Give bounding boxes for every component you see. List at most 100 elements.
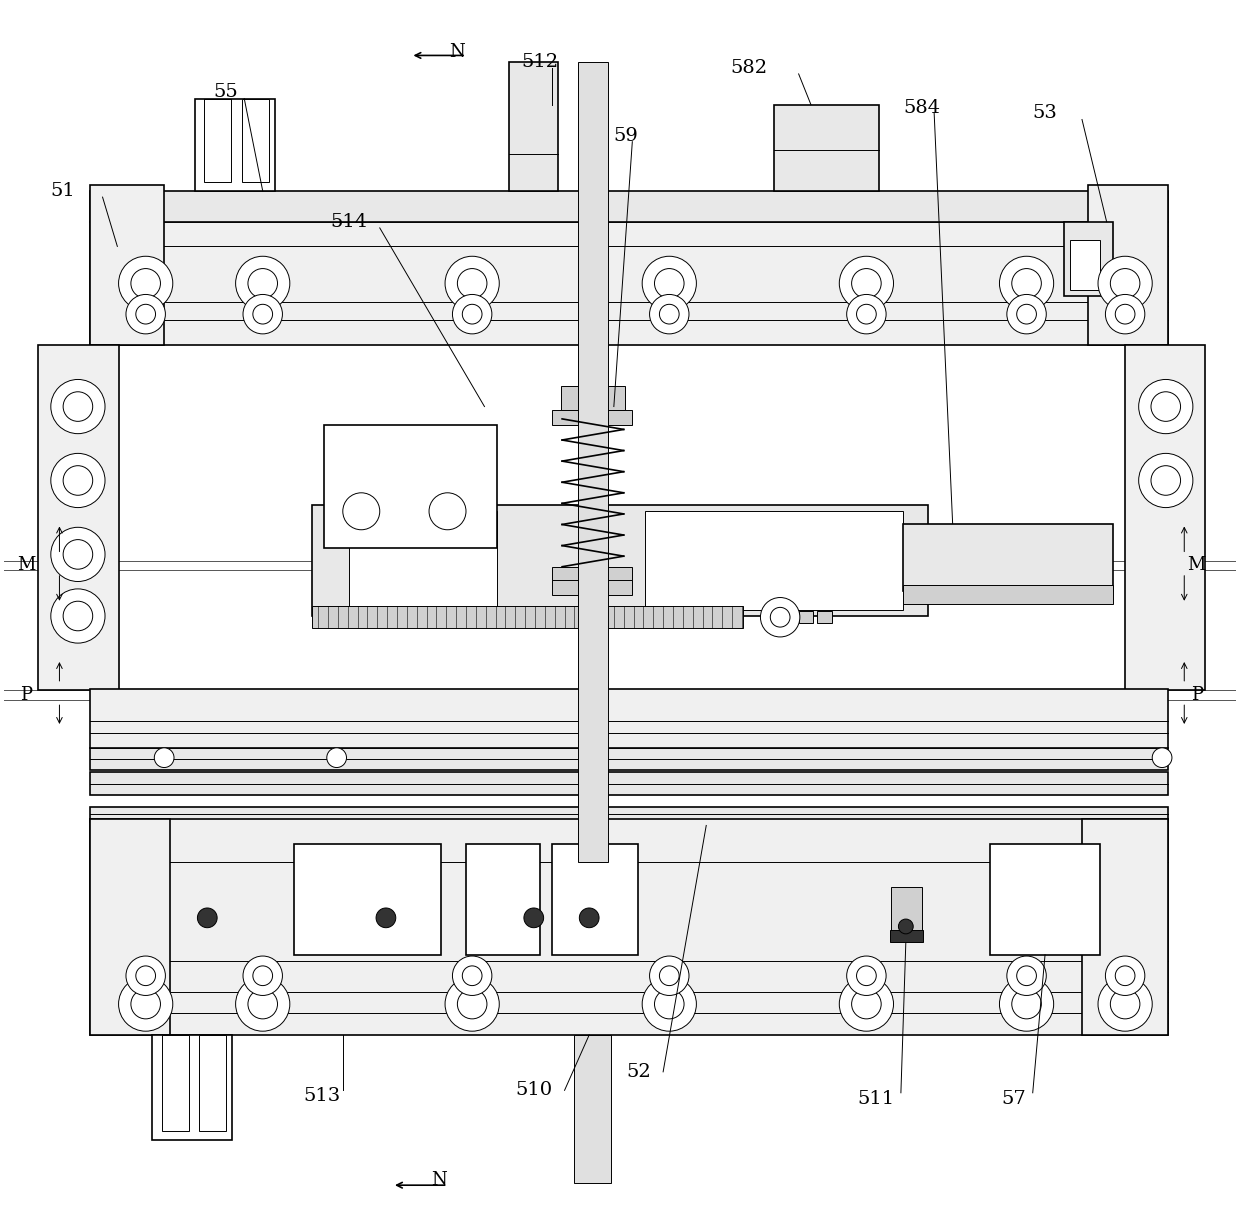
Text: N: N <box>432 1172 446 1189</box>
Text: 52: 52 <box>626 1063 651 1080</box>
Circle shape <box>1115 304 1135 324</box>
Circle shape <box>243 294 283 334</box>
Circle shape <box>579 908 599 928</box>
Circle shape <box>453 956 492 995</box>
Circle shape <box>1152 748 1172 768</box>
Circle shape <box>642 977 697 1031</box>
Bar <box>203 99 231 182</box>
Circle shape <box>839 977 894 1031</box>
Bar <box>774 105 879 191</box>
Circle shape <box>136 966 155 986</box>
Bar <box>904 524 1112 591</box>
Circle shape <box>999 256 1054 310</box>
Bar <box>38 345 119 690</box>
Bar <box>325 425 497 548</box>
Circle shape <box>1105 956 1145 995</box>
Bar <box>348 511 497 610</box>
Bar <box>892 887 921 936</box>
Text: 582: 582 <box>730 59 768 76</box>
Circle shape <box>243 956 283 995</box>
Bar <box>552 567 632 582</box>
Bar <box>552 410 632 425</box>
Circle shape <box>453 294 492 334</box>
Text: 513: 513 <box>304 1088 341 1105</box>
Bar <box>510 62 558 191</box>
Circle shape <box>655 269 684 298</box>
Circle shape <box>650 294 689 334</box>
Text: 51: 51 <box>51 182 76 200</box>
Bar <box>466 844 539 955</box>
Circle shape <box>1007 294 1047 334</box>
Circle shape <box>847 956 887 995</box>
Circle shape <box>376 908 396 928</box>
Circle shape <box>248 269 278 298</box>
Bar <box>990 844 1100 955</box>
Text: M: M <box>1188 557 1205 574</box>
Circle shape <box>51 379 105 434</box>
Bar <box>91 689 1168 748</box>
Bar <box>242 99 269 182</box>
Text: M: M <box>17 557 36 574</box>
Circle shape <box>1017 966 1037 986</box>
Bar <box>195 99 275 191</box>
Circle shape <box>236 256 290 310</box>
Circle shape <box>154 748 174 768</box>
Circle shape <box>1151 466 1180 495</box>
Bar <box>552 580 632 595</box>
Bar <box>91 748 1168 770</box>
Circle shape <box>63 466 93 495</box>
Bar <box>574 1035 611 1183</box>
Text: 584: 584 <box>903 100 940 117</box>
Bar <box>904 585 1112 604</box>
Bar <box>91 819 170 1035</box>
Circle shape <box>1017 304 1037 324</box>
Circle shape <box>126 956 165 995</box>
Bar <box>198 1035 226 1131</box>
Circle shape <box>51 453 105 508</box>
Circle shape <box>253 304 273 324</box>
Circle shape <box>1097 256 1152 310</box>
Circle shape <box>852 269 882 298</box>
Bar <box>817 611 832 623</box>
Bar <box>1125 345 1205 690</box>
Circle shape <box>463 966 482 986</box>
Bar <box>91 185 164 345</box>
Circle shape <box>1115 966 1135 986</box>
Bar <box>312 606 743 628</box>
Bar <box>1089 185 1168 345</box>
Bar <box>91 222 1168 345</box>
Text: 55: 55 <box>213 84 238 101</box>
Circle shape <box>999 977 1054 1031</box>
Text: 53: 53 <box>1033 105 1058 122</box>
Bar <box>294 844 441 955</box>
Circle shape <box>445 977 500 1031</box>
Circle shape <box>445 256 500 310</box>
Bar <box>151 1035 232 1140</box>
Circle shape <box>760 598 800 637</box>
Circle shape <box>525 908 543 928</box>
Circle shape <box>1138 379 1193 434</box>
Circle shape <box>119 977 172 1031</box>
Text: 510: 510 <box>515 1082 552 1099</box>
Circle shape <box>136 304 155 324</box>
Bar <box>645 511 904 610</box>
Bar <box>560 386 625 410</box>
Circle shape <box>327 748 346 768</box>
Circle shape <box>655 989 684 1019</box>
Text: P: P <box>20 686 32 703</box>
Circle shape <box>197 908 217 928</box>
Circle shape <box>857 304 877 324</box>
Text: 512: 512 <box>521 53 558 70</box>
Circle shape <box>1097 977 1152 1031</box>
Circle shape <box>1012 269 1042 298</box>
Bar <box>91 807 1168 822</box>
Circle shape <box>1007 956 1047 995</box>
Text: 57: 57 <box>1002 1090 1027 1108</box>
Circle shape <box>342 493 379 530</box>
Circle shape <box>1151 392 1180 421</box>
Circle shape <box>63 540 93 569</box>
Circle shape <box>63 392 93 421</box>
Circle shape <box>839 256 894 310</box>
Circle shape <box>51 589 105 643</box>
Circle shape <box>847 294 887 334</box>
